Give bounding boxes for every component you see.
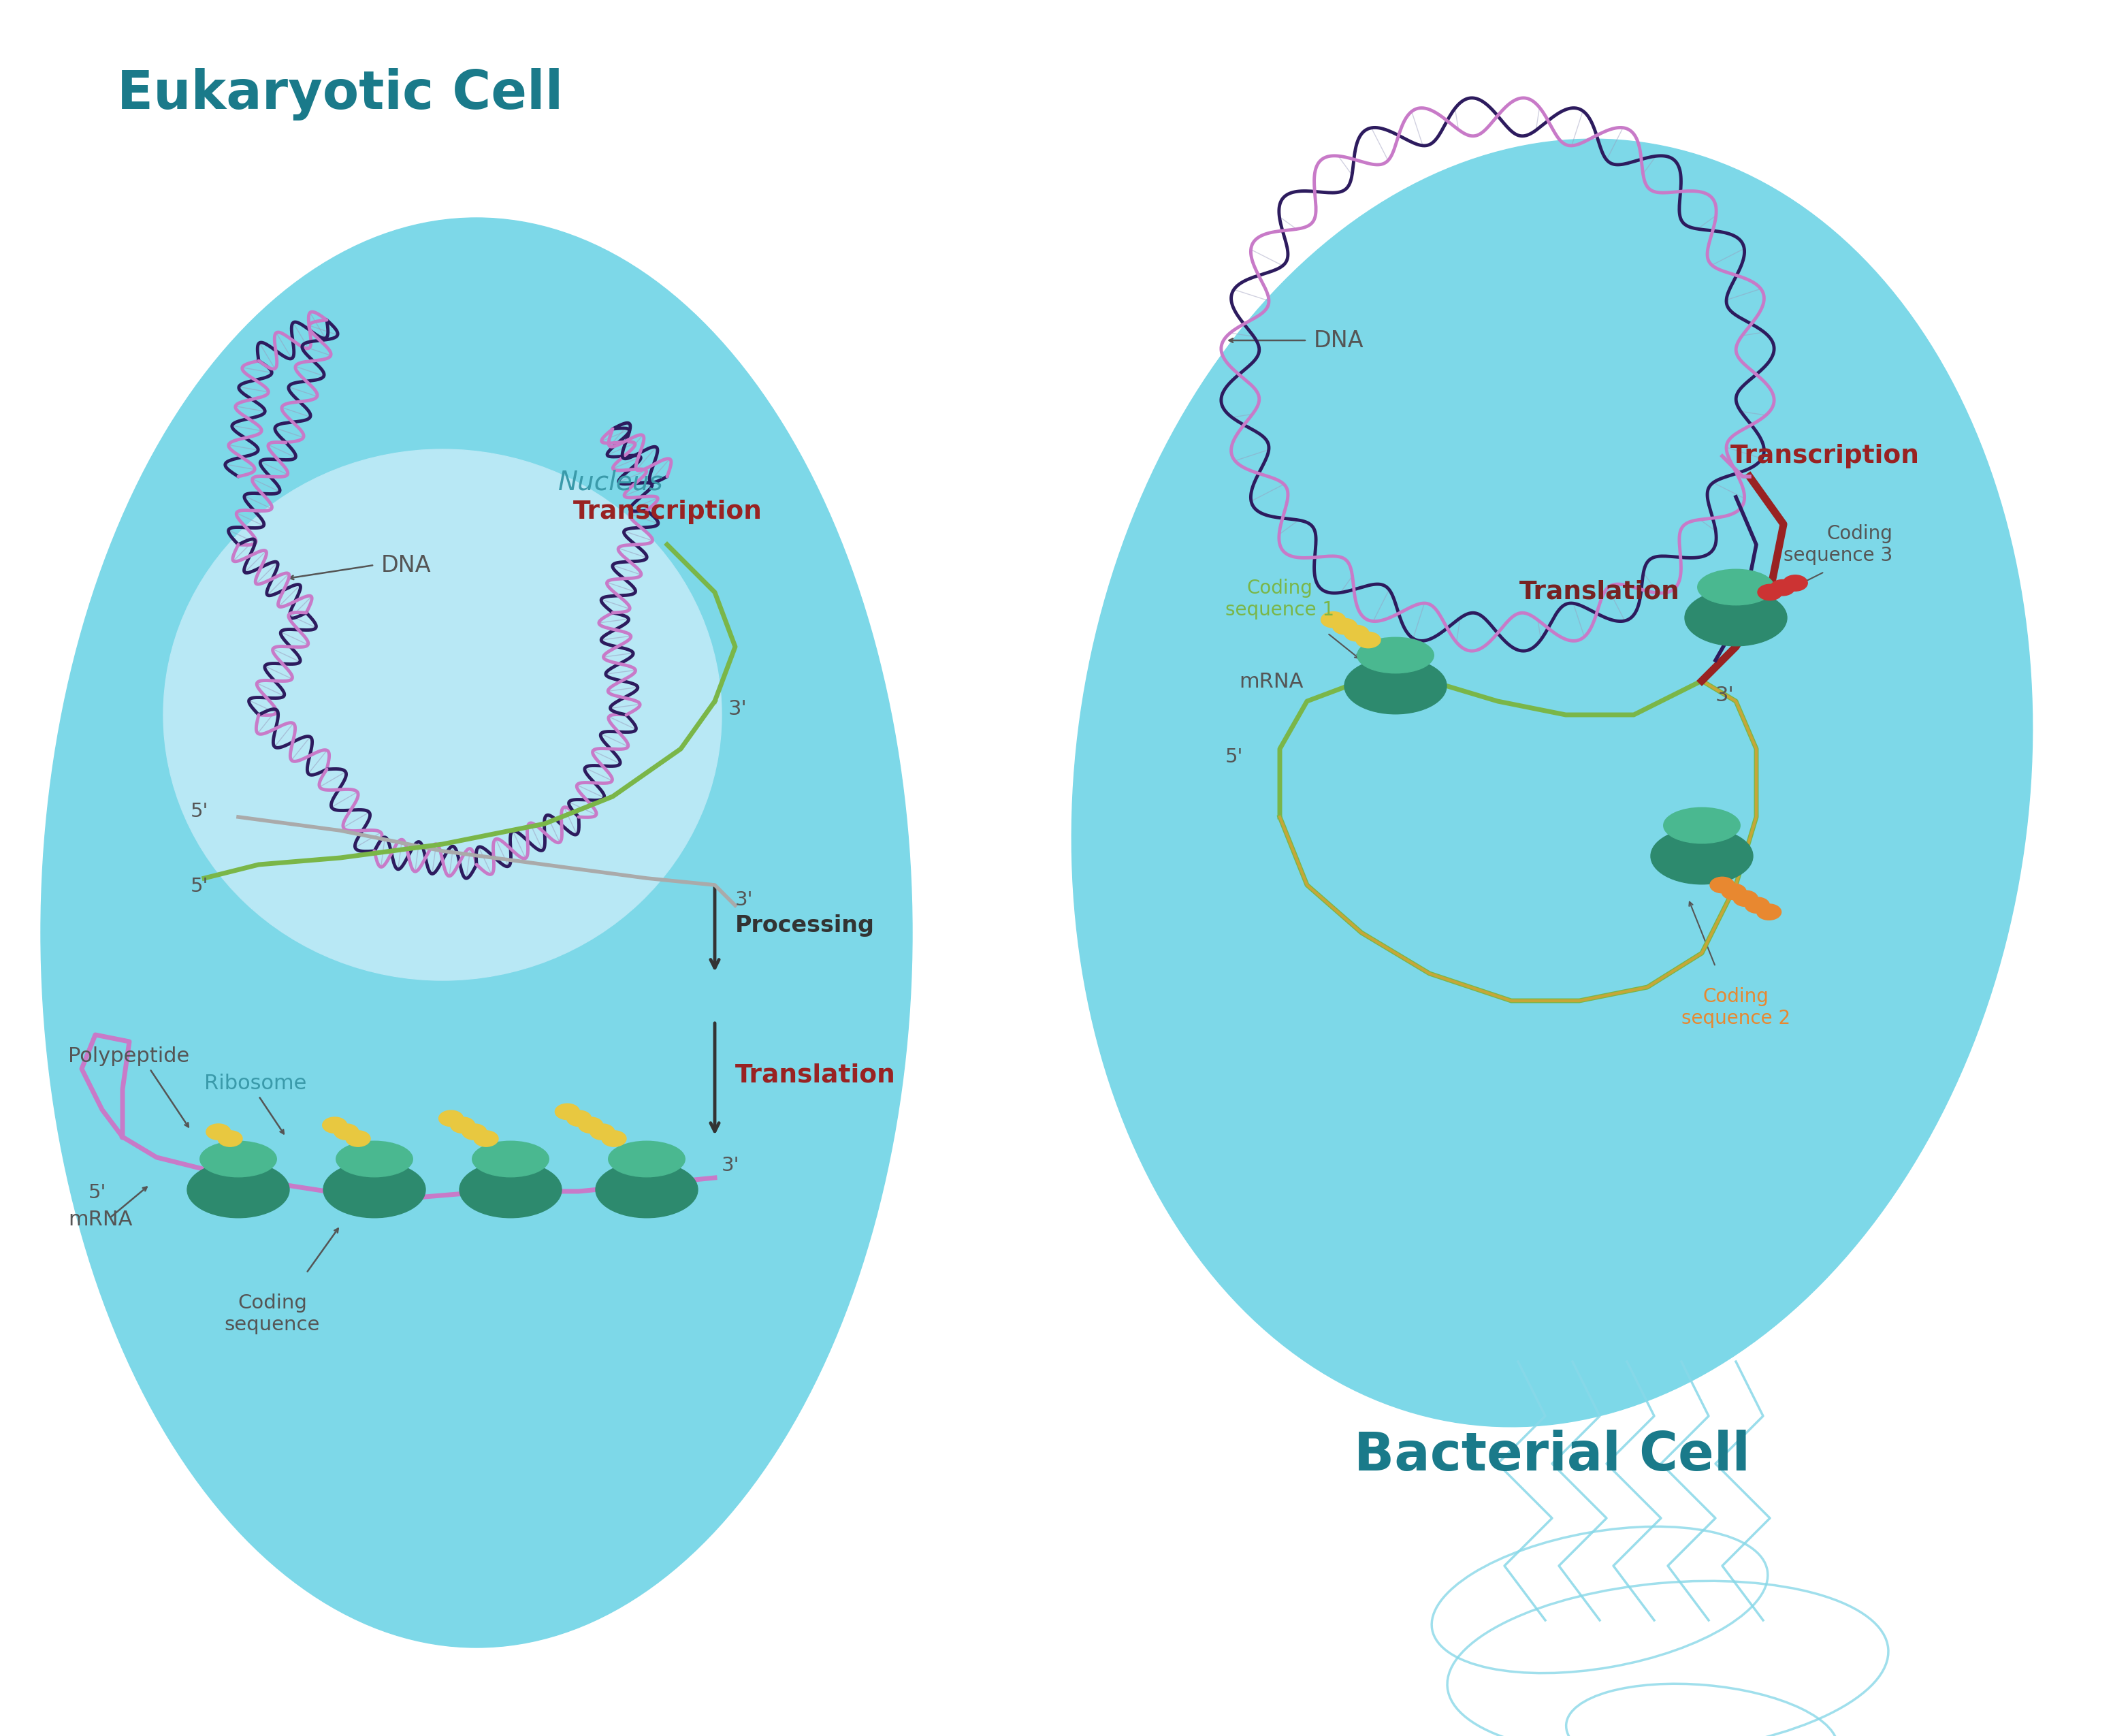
Ellipse shape [1344,658,1447,713]
Ellipse shape [1733,891,1758,906]
Ellipse shape [1771,580,1794,595]
Ellipse shape [1697,569,1775,606]
Text: 3': 3' [729,700,748,719]
Ellipse shape [1783,575,1807,590]
Ellipse shape [473,1130,499,1146]
Text: Coding
sequence 3: Coding sequence 3 [1783,524,1893,564]
Ellipse shape [1333,618,1357,634]
Ellipse shape [1745,898,1769,913]
Ellipse shape [218,1130,243,1146]
Text: 5': 5' [190,802,209,821]
Text: Processing: Processing [735,915,875,937]
Ellipse shape [1357,632,1380,648]
Ellipse shape [556,1104,579,1120]
Ellipse shape [1650,828,1754,884]
Ellipse shape [1357,637,1435,674]
Text: Coding
sequence 2: Coding sequence 2 [1682,988,1790,1028]
Text: Transcription: Transcription [573,500,763,524]
Ellipse shape [566,1111,592,1127]
Text: mRNA: mRNA [1238,672,1304,691]
Ellipse shape [590,1123,615,1141]
Text: Translation: Translation [1519,580,1680,604]
Text: Coding
sequence 1: Coding sequence 1 [1226,578,1333,620]
Text: 5': 5' [190,877,209,896]
Ellipse shape [163,450,721,981]
Ellipse shape [1722,884,1745,899]
Text: mRNA: mRNA [68,1210,133,1229]
Text: 5': 5' [89,1184,106,1203]
Text: Eukaryotic Cell: Eukaryotic Cell [118,68,564,120]
Ellipse shape [459,1161,562,1217]
Ellipse shape [440,1111,463,1127]
Ellipse shape [347,1130,370,1146]
Ellipse shape [463,1123,486,1141]
Ellipse shape [1344,625,1369,641]
Text: Transcription: Transcription [1731,444,1921,469]
Ellipse shape [1071,139,2033,1427]
Ellipse shape [602,1130,625,1146]
Text: DNA: DNA [1314,330,1363,352]
Ellipse shape [188,1161,289,1217]
Text: 5': 5' [1226,748,1242,767]
Ellipse shape [336,1141,412,1177]
Text: 3': 3' [721,1156,740,1175]
Ellipse shape [40,217,913,1647]
Text: Nucleus: Nucleus [558,470,663,495]
Text: DNA: DNA [380,554,431,576]
Ellipse shape [579,1118,602,1134]
Ellipse shape [1321,611,1346,628]
Text: Translation: Translation [735,1064,896,1088]
Ellipse shape [201,1141,277,1177]
Ellipse shape [473,1141,549,1177]
Ellipse shape [323,1118,347,1134]
Ellipse shape [596,1161,697,1217]
Text: 3': 3' [1716,686,1735,705]
Ellipse shape [323,1161,425,1217]
Text: Coding
sequence: Coding sequence [224,1293,319,1335]
Ellipse shape [1684,590,1788,646]
Text: Bacterial Cell: Bacterial Cell [1354,1430,1750,1481]
Ellipse shape [207,1123,230,1141]
Ellipse shape [334,1123,359,1141]
Ellipse shape [1756,904,1781,920]
Text: Ribosome: Ribosome [205,1073,306,1094]
Ellipse shape [609,1141,685,1177]
Ellipse shape [1758,585,1781,601]
Text: 3': 3' [735,891,752,910]
Ellipse shape [1709,877,1735,892]
Ellipse shape [450,1118,475,1134]
Text: Polypeptide: Polypeptide [68,1047,190,1066]
Ellipse shape [1663,807,1741,844]
